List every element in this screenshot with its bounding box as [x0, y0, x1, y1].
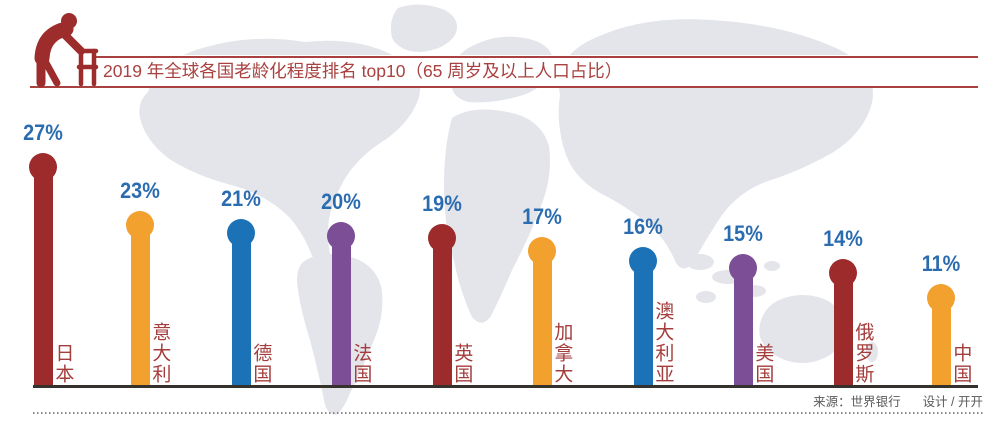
country-label: 意大利 — [149, 322, 171, 385]
lollipop-bar — [331, 236, 351, 388]
country-label: 澳大利亚 — [652, 301, 674, 385]
map-africa — [444, 109, 550, 323]
lollipop-bar — [633, 261, 653, 388]
lollipop-bar — [231, 233, 251, 388]
map-australia — [759, 295, 845, 363]
value-label: 14% — [823, 226, 863, 251]
map-greenland — [390, 4, 458, 53]
map-island — [764, 261, 780, 271]
lollipop-bar — [33, 167, 53, 388]
map-north-america — [139, 38, 421, 260]
title-band-top-rule — [95, 56, 978, 58]
value-label: 21% — [221, 186, 261, 211]
value-label: 20% — [321, 189, 361, 214]
country-label: 俄罗斯 — [852, 322, 874, 385]
map-island — [686, 254, 714, 270]
value-label: 19% — [422, 191, 462, 216]
value-label: 27% — [23, 120, 63, 145]
axis-baseline — [33, 385, 978, 388]
value-label: 16% — [623, 214, 663, 239]
country-label: 英国 — [451, 343, 473, 385]
country-label: 加拿大 — [551, 322, 573, 385]
title-band-background — [93, 55, 978, 88]
country-label: 日本 — [52, 343, 74, 385]
value-label: 11% — [921, 251, 961, 276]
country-label: 德国 — [250, 343, 272, 385]
lollipop-bar — [733, 268, 753, 388]
value-label: 15% — [723, 221, 763, 246]
title-band-bottom-rule — [30, 86, 978, 88]
country-label: 中国 — [950, 343, 972, 385]
lollipop-bar — [833, 273, 853, 388]
map-new-zealand — [866, 342, 878, 362]
value-label: 23% — [120, 178, 160, 203]
lollipop-bar — [432, 238, 452, 388]
credits: 来源：世界银行 设计 / 开开 — [813, 391, 983, 410]
lollipop-bar — [931, 298, 951, 388]
map-island — [696, 291, 716, 303]
lollipop-bar — [130, 225, 150, 388]
country-label: 美国 — [752, 343, 774, 385]
source-text: 来源：世界银行 — [813, 395, 901, 409]
design-text: 设计 / 开开 — [922, 395, 983, 409]
lollipop-bar — [532, 251, 552, 388]
elderly-person-walker-icon — [34, 13, 99, 88]
value-label: 17% — [522, 204, 562, 229]
bottom-dotted-rule — [33, 412, 983, 414]
page-title: 2019 年全球各国老龄化程度排名 top10（65 周岁及以上人口占比） — [103, 61, 623, 81]
country-label: 法国 — [350, 343, 372, 385]
